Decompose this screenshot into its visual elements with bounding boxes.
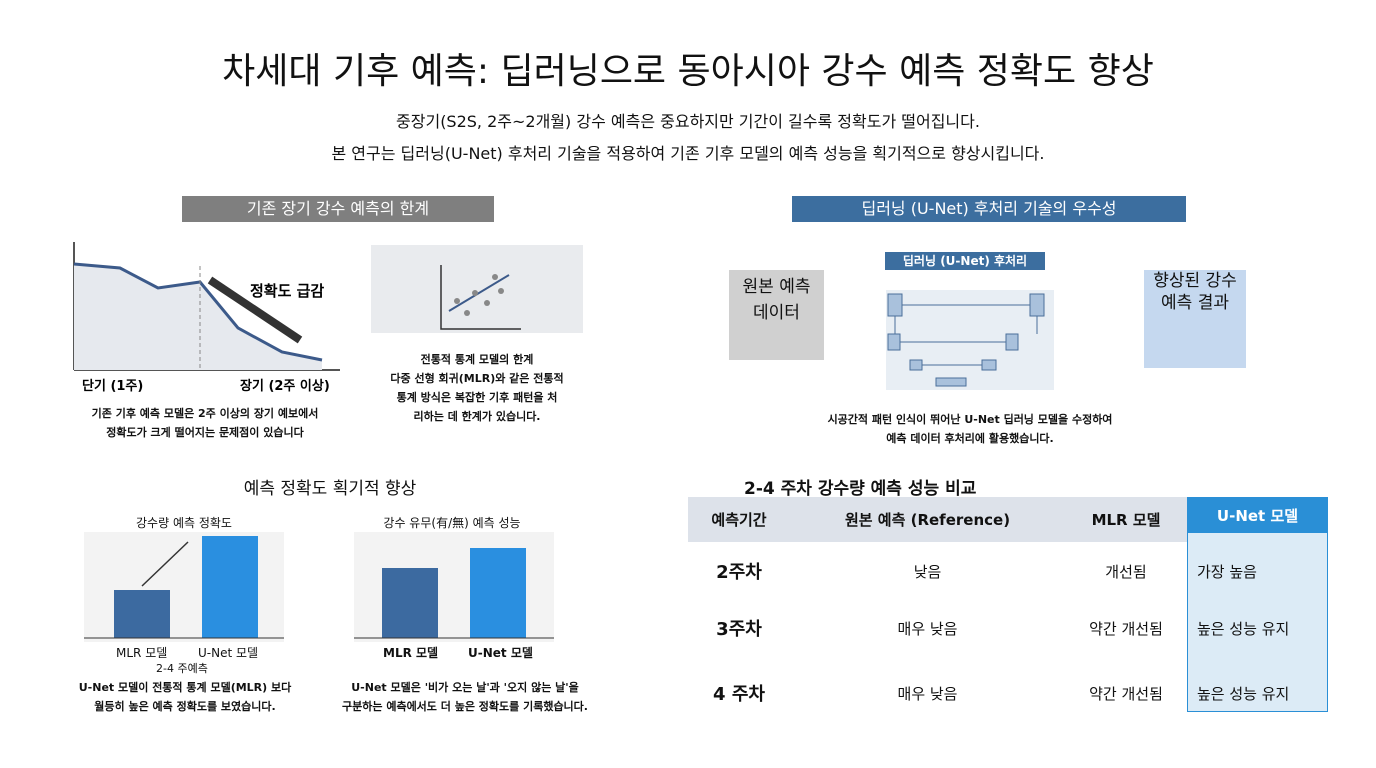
header-cell: 원본 예측 (Reference) (844, 511, 1011, 529)
line: 구분하는 예측에서도 더 높은 정확도를 기록했습니다. (342, 700, 588, 713)
trend (448, 274, 510, 312)
header-cell: MLR 모델 (1091, 511, 1161, 529)
line: 정확도가 크게 떨어지는 문제점이 있습니다 (106, 426, 304, 439)
line: 예측 결과 (1161, 293, 1229, 313)
table-cell: 매우 낮음 (897, 684, 958, 703)
chart-title: 강수량 예측 정확도 (136, 516, 232, 530)
table-cell: 2주차 (716, 562, 762, 583)
subtitle: 중장기(S2S, 2주~2개월) 강수 예측은 중요하지만 기간이 길수록 정확… (396, 112, 980, 131)
arrow (207, 276, 303, 344)
background (371, 245, 583, 333)
line: 다중 선형 회귀(MLR)와 같은 전통적 (390, 372, 564, 385)
note: 2-4 주예측 (156, 662, 208, 675)
bar-illustration (354, 532, 554, 642)
axis-label: 장기 (2주 이상) (240, 378, 330, 394)
table-cell: 낮음 (913, 562, 942, 581)
table-cell: 개선됨 (1105, 562, 1147, 581)
bar (202, 536, 258, 638)
table-cell: 약간 개선됨 (1089, 684, 1163, 703)
bar-label: U-Net 모델 (198, 646, 259, 660)
line: U-Net 모델이 전통적 통계 모델(MLR) 보다 (78, 681, 292, 694)
line: U-Net 모델은 '비가 오는 날'과 '오지 않는 날'을 (351, 681, 579, 694)
output-box: 향상된 강수 예측 결과 (1144, 270, 1246, 368)
table: 예측기간 원본 예측 (Reference) MLR 모델 U-Net 모델 2주차 낮음… (688, 497, 1328, 712)
line: 향상된 강수 (1153, 271, 1237, 291)
bar (114, 590, 170, 638)
axis-label: 단기 (1주) (82, 378, 143, 394)
section-heading: 기존 장기 강수 예측의 한계 (182, 196, 494, 222)
table-cell: 4 주차 (713, 684, 765, 705)
arrows (894, 304, 1038, 366)
decline-illustration: 정확도 급감 단기 (1주) 장기 (2주 이상) (73, 242, 340, 394)
table-cell: 3주차 (716, 619, 762, 640)
title: 차세대 기후 예측: 딥러닝으로 동아시아 강수 예측 정확도 향상 (222, 51, 1154, 92)
line: 예측 데이터 후처리에 활용했습니다. (886, 432, 1054, 445)
table-cell: 약간 개선됨 (1089, 619, 1163, 638)
line: 리하는 데 한계가 있습니다. (413, 410, 541, 423)
line: 전통적 통계 모델의 한계 (420, 353, 534, 366)
table-title: 2-4 주차 강수량 예측 성능 비교 (744, 479, 977, 499)
table-cell: 가장 높음 (1197, 562, 1257, 581)
area (74, 264, 322, 370)
section-heading: 예측 정확도 획기적 향상 (243, 479, 417, 499)
bar-illustration (84, 532, 284, 642)
unet-diagram (886, 290, 1054, 390)
points (454, 274, 504, 316)
bar-label: MLR 모델 (116, 646, 168, 660)
scatter-illustration (371, 245, 583, 333)
bar (470, 548, 526, 638)
header-band (688, 497, 1187, 542)
background (886, 290, 1054, 390)
bar-label: MLR 모델 (383, 646, 439, 660)
bar-label: U-Net 모델 (468, 646, 533, 660)
chart-label: 정확도 급감 (250, 282, 324, 300)
header-cell: 예측기간 (711, 511, 767, 529)
line: 원본 예측 (742, 277, 811, 297)
bar (382, 568, 438, 638)
unet-label: 딥러닝 (U-Net) 후처리 (885, 252, 1045, 270)
table-cell: 높은 성능 유지 (1197, 619, 1290, 638)
line: 월등히 높은 예측 정확도를 보였습니다. (94, 700, 276, 713)
chart-title: 강수 유무(有/無) 예측 성능 (383, 516, 521, 530)
line: 데이터 (753, 303, 800, 323)
table-cell: 높은 성능 유지 (1197, 684, 1290, 703)
subtitle: 본 연구는 딥러닝(U-Net) 후처리 기술을 적용하여 기존 기후 모델의 … (331, 144, 1045, 163)
arrow (141, 541, 189, 587)
line: 기존 기후 예측 모델은 2주 이상의 장기 예보에서 (91, 407, 319, 420)
section-heading: 딥러닝 (U-Net) 후처리 기술의 우수성 (792, 196, 1186, 222)
line: 통계 방식은 복잡한 기후 패턴을 처 (396, 391, 558, 404)
line: 시공간적 패턴 인식이 뛰어난 U-Net 딥러닝 모델을 수정하여 (827, 413, 1113, 426)
header-cell: U-Net 모델 (1187, 497, 1328, 533)
axes (440, 265, 521, 330)
table-cell: 매우 낮음 (897, 619, 958, 638)
